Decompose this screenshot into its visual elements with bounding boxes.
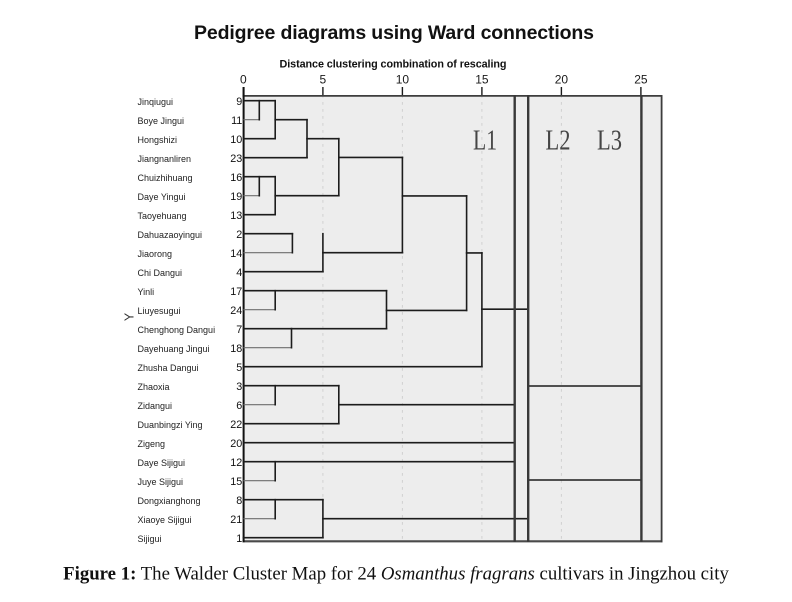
svg-text:Figure 1: The Walder Cluster M: Figure 1: The Walder Cluster Map for 24 …	[63, 564, 729, 585]
svg-text:Sijigui: Sijigui	[138, 534, 162, 544]
svg-text:7: 7	[236, 324, 242, 336]
svg-text:5: 5	[236, 362, 242, 374]
svg-text:Daye Yingui: Daye Yingui	[138, 192, 186, 202]
svg-text:21: 21	[230, 514, 242, 526]
svg-text:8: 8	[236, 495, 242, 507]
svg-text:3: 3	[236, 381, 242, 393]
svg-text:Chenghong Dangui: Chenghong Dangui	[138, 325, 216, 335]
svg-text:Jinqiugui: Jinqiugui	[138, 97, 174, 107]
svg-text:Liuyesugui: Liuyesugui	[138, 306, 181, 316]
svg-text:Zigeng: Zigeng	[138, 439, 166, 449]
svg-text:20: 20	[230, 438, 242, 450]
svg-text:1: 1	[236, 533, 242, 545]
svg-text:Yinli: Yinli	[138, 287, 155, 297]
svg-text:Zhusha Dangui: Zhusha Dangui	[138, 363, 199, 373]
svg-text:4: 4	[236, 267, 242, 279]
svg-text:23: 23	[230, 153, 242, 165]
svg-text:15: 15	[230, 476, 242, 488]
svg-text:Daye Sijigui: Daye Sijigui	[138, 458, 186, 468]
svg-text:19: 19	[230, 191, 242, 203]
svg-text:Zidangui: Zidangui	[138, 401, 173, 411]
svg-text:6: 6	[236, 400, 242, 412]
svg-text:2: 2	[236, 229, 242, 241]
svg-text:Pedigree diagrams using Ward c: Pedigree diagrams using Ward connections	[194, 22, 594, 44]
svg-text:17: 17	[230, 286, 242, 298]
svg-text:13: 13	[230, 210, 242, 222]
svg-text:11: 11	[231, 115, 242, 127]
svg-text:14: 14	[230, 248, 242, 260]
svg-text:Dongxianghong: Dongxianghong	[138, 496, 201, 506]
svg-text:Chi Dangui: Chi Dangui	[138, 268, 183, 278]
svg-text:Distance clustering combinatio: Distance clustering combination of resca…	[280, 59, 507, 71]
svg-text:22: 22	[230, 419, 242, 431]
svg-text:Jiangnanliren: Jiangnanliren	[138, 154, 192, 164]
svg-text:Y: Y	[123, 312, 137, 321]
svg-text:Juye Sijigui: Juye Sijigui	[138, 477, 184, 487]
svg-text:5: 5	[320, 72, 327, 86]
svg-text:L2: L2	[546, 126, 571, 157]
svg-text:Chuizhihuang: Chuizhihuang	[138, 173, 193, 183]
svg-text:Jiaorong: Jiaorong	[138, 249, 173, 259]
svg-text:0: 0	[240, 72, 247, 86]
svg-text:Dayehuang Jingui: Dayehuang Jingui	[138, 344, 210, 354]
svg-text:10: 10	[396, 72, 410, 86]
svg-text:Zhaoxia: Zhaoxia	[138, 382, 170, 392]
svg-text:L3: L3	[597, 126, 622, 157]
svg-text:Hongshizi: Hongshizi	[138, 135, 178, 145]
svg-text:15: 15	[475, 72, 489, 86]
svg-text:L1: L1	[473, 126, 497, 157]
svg-text:12: 12	[230, 457, 242, 469]
svg-text:20: 20	[555, 72, 569, 86]
svg-text:16: 16	[230, 172, 242, 184]
svg-text:10: 10	[230, 134, 242, 146]
svg-text:18: 18	[230, 343, 242, 355]
svg-text:25: 25	[634, 72, 648, 86]
svg-text:9: 9	[236, 96, 242, 108]
svg-text:Taoyehuang: Taoyehuang	[138, 211, 187, 221]
svg-text:Boye Jingui: Boye Jingui	[138, 116, 185, 126]
svg-text:Xiaoye Sijigui: Xiaoye Sijigui	[138, 515, 192, 525]
svg-text:Dahuazaoyingui: Dahuazaoyingui	[138, 230, 203, 240]
svg-text:24: 24	[230, 305, 242, 317]
svg-text:Duanbingzi Ying: Duanbingzi Ying	[138, 420, 203, 430]
